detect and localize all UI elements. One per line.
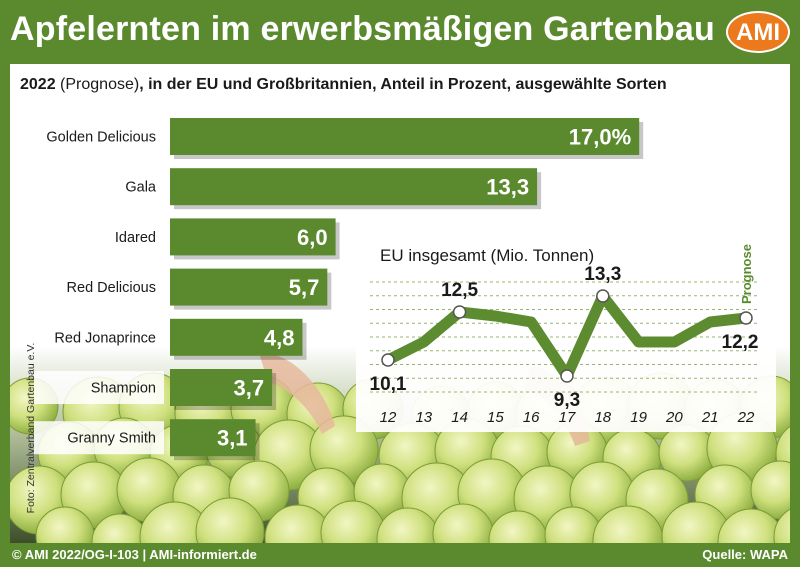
forecast-annotation: Prognose bbox=[739, 244, 754, 304]
data-point-marker bbox=[560, 369, 574, 383]
page-title: Apfelernten im erwerbsmäßigen Gartenbau bbox=[10, 10, 715, 48]
bar-value-label: 3,1 bbox=[217, 426, 248, 451]
footer-source: Quelle: WAPA bbox=[702, 547, 788, 562]
apple-shape bbox=[773, 508, 790, 543]
x-tick-label: 12 bbox=[380, 409, 397, 426]
x-tick-label: 20 bbox=[665, 409, 683, 426]
bar-category-label: Gala bbox=[125, 180, 157, 196]
bar-shampion bbox=[170, 369, 273, 406]
bar-category-label: Granny Smith bbox=[67, 431, 156, 447]
bar-idared bbox=[170, 218, 336, 256]
x-tick-label: 18 bbox=[594, 409, 611, 426]
bar-value-label: 13,3 bbox=[486, 175, 529, 200]
data-point-label: 12,5 bbox=[441, 280, 478, 301]
x-tick-label: 13 bbox=[415, 409, 432, 426]
bar-category-label: Red Delicious bbox=[67, 280, 156, 296]
x-tick-label: 19 bbox=[630, 409, 647, 426]
label-backdrop bbox=[34, 421, 164, 455]
data-point-label: 13,3 bbox=[584, 264, 621, 285]
ami-logo: AMI bbox=[726, 11, 790, 53]
subtitle-description: , in der EU und Großbritannien, Anteil i… bbox=[139, 76, 667, 93]
bar-value-label: 6,0 bbox=[297, 225, 328, 250]
data-point-marker bbox=[596, 289, 610, 303]
bar-category-label: Idared bbox=[115, 230, 156, 246]
bar-value-label: 3,7 bbox=[234, 376, 265, 401]
bar-category-label: Golden Delicious bbox=[46, 130, 156, 146]
bar-value-label: 5,7 bbox=[289, 275, 320, 300]
x-tick-label: 17 bbox=[559, 409, 576, 426]
label-backdrop bbox=[34, 371, 164, 404]
photo-credit: Foto: Zentralverband Gartenbau e.V. bbox=[24, 334, 38, 524]
footer-band: © AMI 2022/OG-I-103 | AMI-informiert.de … bbox=[0, 543, 800, 567]
hand-shape bbox=[260, 354, 335, 434]
data-point-label: 10,1 bbox=[370, 374, 407, 395]
photo-credit-text: Foto: Zentralverband Gartenbau e.V. bbox=[25, 342, 37, 514]
x-tick-label: 14 bbox=[451, 409, 468, 426]
bar-value-label: 17,0% bbox=[569, 125, 631, 150]
chart-subtitle: 2022 (Prognose), in der EU und Großbrita… bbox=[20, 76, 667, 94]
x-tick-label: 21 bbox=[701, 409, 719, 426]
line-chart: 10,1 12,5 9,3 13,3 12,2 12 13 14 15 16 17 18 19 20 21 2… bbox=[370, 244, 760, 426]
data-point-marker bbox=[739, 311, 753, 325]
subtitle-forecast: (Prognose) bbox=[55, 76, 140, 93]
apple-shape bbox=[195, 497, 265, 543]
data-point-label: 9,3 bbox=[554, 390, 580, 411]
bar-value-label: 4,8 bbox=[264, 325, 295, 350]
x-tick-label: 22 bbox=[737, 409, 755, 426]
bar-red-jonaprince bbox=[170, 318, 303, 356]
data-point-label: 12,2 bbox=[722, 332, 759, 353]
bar-gala bbox=[170, 168, 538, 206]
header-band: Apfelernten im erwerbsmäßigen Gartenbau … bbox=[0, 0, 800, 64]
footer-copyright: © AMI 2022/OG-I-103 | AMI-informiert.de bbox=[12, 547, 257, 562]
bar-granny-smith bbox=[170, 419, 256, 457]
bar-category-label: Red Jonaprince bbox=[54, 330, 156, 346]
x-tick-label: 16 bbox=[523, 409, 540, 426]
line-chart-title: EU insgesamt (Mio. Tonnen) bbox=[380, 246, 595, 265]
bar-chart: Golden Delicious 17,0% Gala 13,3 Idared 6,0 Re… bbox=[34, 118, 644, 461]
line-chart-inset: 10,1 12,5 9,3 13,3 12,2 12 13 14 15 16 17 18 19 20 21 2… bbox=[356, 232, 776, 432]
bar-category-label: Shampion bbox=[91, 381, 156, 397]
logo-text: AMI bbox=[736, 19, 780, 46]
chart-panel: 2022 (Prognose), in der EU und Großbrita… bbox=[10, 64, 790, 543]
bar-red-delicious bbox=[170, 268, 328, 306]
x-tick-label: 15 bbox=[487, 409, 504, 426]
bar-golden-delicious bbox=[170, 118, 640, 155]
subtitle-year: 2022 bbox=[20, 76, 56, 93]
data-point-marker bbox=[452, 305, 467, 319]
data-point-marker bbox=[381, 353, 395, 367]
series-line-eu-total bbox=[382, 290, 752, 382]
